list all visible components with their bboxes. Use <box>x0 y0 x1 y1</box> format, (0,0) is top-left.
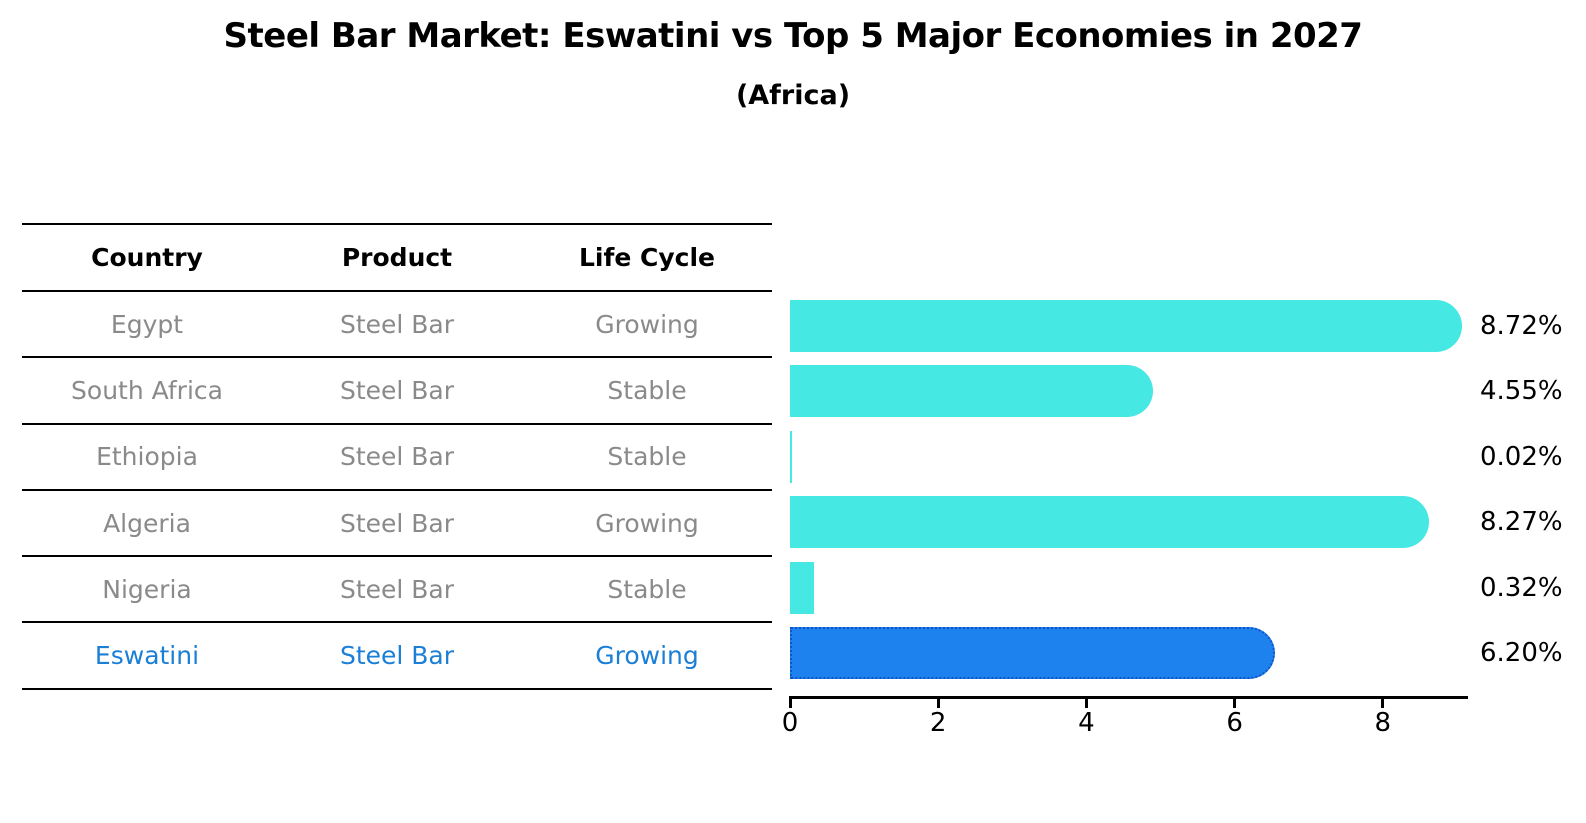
column-header-country: Country <box>91 243 203 272</box>
table-row: Egypt Steel Bar Growing <box>22 292 772 359</box>
x-axis-tick <box>1233 699 1237 708</box>
bar <box>790 496 1429 549</box>
bar <box>790 561 814 614</box>
bar-value-label: 0.32% <box>1480 572 1563 603</box>
bar-value-label: 8.72% <box>1480 310 1563 341</box>
table-row: Eswatini Steel Bar Growing <box>22 623 772 690</box>
bar <box>790 627 1276 680</box>
table-cell-country: Ethiopia <box>96 442 198 472</box>
x-axis-tick-label: 6 <box>1226 708 1243 738</box>
bar-row: 4.55% <box>790 359 1563 425</box>
bar-row: 0.32% <box>790 555 1563 621</box>
x-axis-tick <box>1084 699 1088 708</box>
table-cell-product: Steel Bar <box>339 442 455 472</box>
table-cell-life-cycle: Growing <box>595 508 699 538</box>
bar-value-label: 0.02% <box>1480 441 1563 472</box>
table-cell-product: Steel Bar <box>339 574 455 604</box>
x-axis-tick-label: 2 <box>929 708 947 738</box>
bar <box>790 430 792 483</box>
table-cell-life-cycle: Growing <box>595 641 699 671</box>
chart-subtitle: (Africa) <box>735 80 851 111</box>
x-axis-tick <box>788 699 792 708</box>
x-axis-tick-label: 0 <box>781 708 799 738</box>
bar-plot-area: 8.72% 4.55% 0.02% 8.27% 0.32% 6.20% <box>790 293 1563 687</box>
x-axis-tick-label: 8 <box>1374 708 1392 738</box>
table-cell-life-cycle: Stable <box>607 442 687 472</box>
chart-title: Steel Bar Market: Eswatini vs Top 5 Majo… <box>223 16 1363 56</box>
table-cell-product: Steel Bar <box>339 375 455 405</box>
table-cell-product: Steel Bar <box>339 508 455 538</box>
table-cell-product: Steel Bar <box>339 309 455 339</box>
bar-row: 0.02% <box>790 424 1563 490</box>
x-axis-tick-label: 4 <box>1078 708 1095 738</box>
bar-row: 8.72% <box>790 293 1563 359</box>
table-row: Ethiopia Steel Bar Stable <box>22 425 772 491</box>
table-cell-country: Eswatini <box>94 641 200 671</box>
table-cell-country: Nigeria <box>102 574 192 604</box>
bar <box>790 299 1463 352</box>
table-row: Algeria Steel Bar Growing <box>22 491 772 558</box>
table-body: Egypt Steel Bar Growing South Africa Ste… <box>22 292 772 690</box>
bar-value-label: 4.55% <box>1480 376 1563 407</box>
column-header-life-cycle: Life Cycle <box>578 243 716 272</box>
table-cell-life-cycle: Stable <box>607 375 687 405</box>
table-cell-life-cycle: Stable <box>607 574 687 604</box>
x-axis-line <box>789 696 1468 699</box>
column-header-product: Product <box>341 243 453 272</box>
table-header-row: Country Product Life Cycle <box>22 225 772 292</box>
bar-value-label: 6.20% <box>1480 638 1563 669</box>
table-cell-country: Egypt <box>110 309 184 339</box>
table-row: Nigeria Steel Bar Stable <box>22 557 772 624</box>
x-axis-tick <box>936 699 940 708</box>
table-cell-life-cycle: Growing <box>595 309 699 339</box>
x-axis-tick <box>1381 699 1385 708</box>
bar-value-label: 8.27% <box>1480 507 1563 538</box>
table-row: South Africa Steel Bar Stable <box>22 358 772 425</box>
table-cell-product: Steel Bar <box>339 641 455 671</box>
bar-row: 6.20% <box>790 621 1563 687</box>
table-cell-country: Algeria <box>103 508 191 538</box>
data-table: Country Product Life Cycle Egypt Steel B… <box>22 223 772 690</box>
bar-row: 8.27% <box>790 490 1563 556</box>
table-cell-country: South Africa <box>71 375 223 405</box>
bar <box>790 365 1154 418</box>
